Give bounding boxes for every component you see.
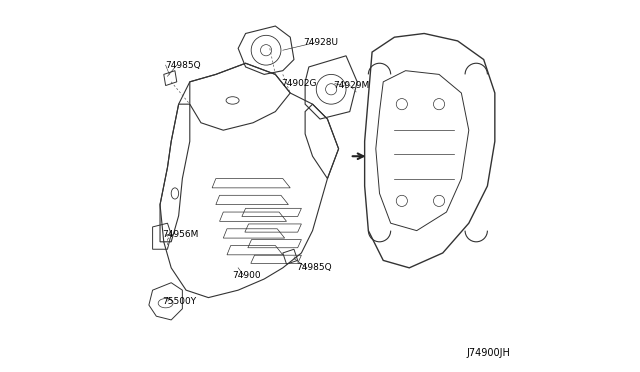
Text: 74985Q: 74985Q — [296, 263, 332, 272]
Text: 74956M: 74956M — [162, 230, 198, 239]
Text: 74902G: 74902G — [281, 79, 316, 88]
Text: 75500Y: 75500Y — [162, 297, 196, 306]
Text: J74900JH: J74900JH — [467, 349, 511, 358]
Text: 74985Q: 74985Q — [166, 61, 201, 70]
Text: 74900: 74900 — [232, 271, 261, 280]
Text: 74929M: 74929M — [333, 81, 369, 90]
Text: 74928U: 74928U — [303, 38, 339, 47]
